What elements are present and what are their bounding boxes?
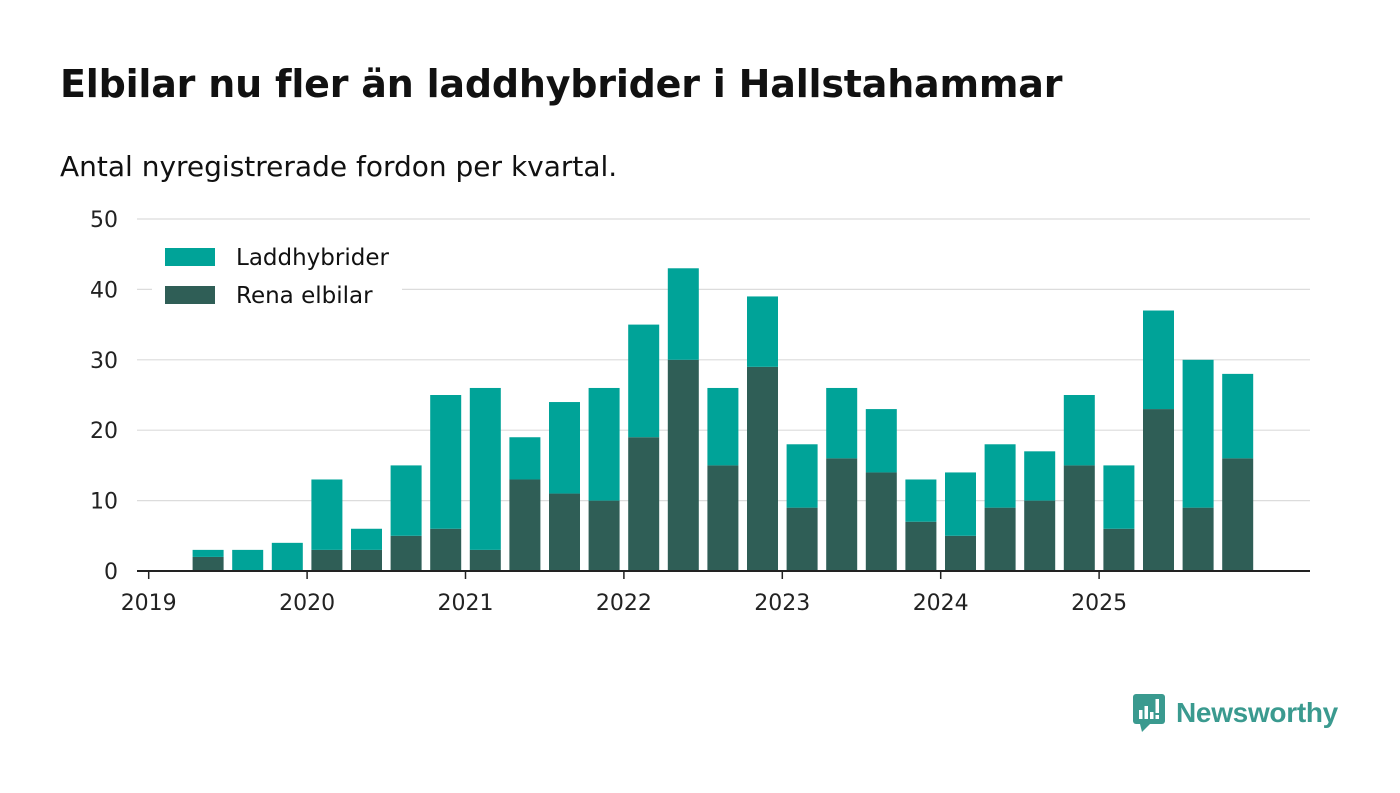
y-tick-label: 20	[90, 419, 118, 444]
bar-laddhybrider	[865, 409, 897, 473]
bar-rena-elbilar	[667, 359, 699, 571]
bar-laddhybrider	[192, 549, 224, 557]
y-tick-label: 30	[90, 349, 118, 374]
bar-rena-elbilar	[390, 535, 422, 571]
newsworthy-logo: Newsworthy	[1132, 690, 1338, 736]
bar-rena-elbilar	[945, 535, 976, 571]
bar-laddhybrider	[667, 268, 699, 360]
bar-laddhybrider	[1182, 359, 1214, 508]
bar-laddhybrider	[905, 479, 937, 522]
bar-rena-elbilar	[786, 507, 818, 571]
x-tick-label: 2021	[438, 591, 494, 616]
bar-rena-elbilar	[1024, 500, 1056, 571]
chart-title: Elbilar nu fler än laddhybrider i Hallst…	[60, 62, 1063, 106]
bar-laddhybrider	[1063, 395, 1095, 466]
bar-laddhybrider	[430, 395, 462, 529]
bar-rena-elbilar	[826, 458, 858, 571]
legend-label: Rena elbilar	[236, 283, 373, 309]
legend-label: Laddhybrider	[236, 245, 389, 271]
bar-laddhybrider	[707, 387, 739, 466]
y-tick-label: 10	[90, 490, 118, 515]
bar-rena-elbilar	[984, 507, 1016, 571]
bar-rena-elbilar	[1143, 409, 1174, 571]
bar-laddhybrider	[232, 549, 264, 571]
x-tick-label: 2025	[1071, 591, 1127, 616]
bar-laddhybrider	[945, 472, 976, 536]
bar-rena-elbilar	[351, 549, 382, 571]
bar-rena-elbilar	[549, 493, 580, 571]
bar-laddhybrider	[747, 296, 778, 367]
bar-rena-elbilar	[1182, 507, 1214, 571]
bar-laddhybrider	[826, 387, 858, 459]
bar-laddhybrider	[311, 479, 343, 550]
x-tick-label: 2024	[913, 591, 969, 616]
bar-rena-elbilar	[509, 479, 541, 571]
bar-laddhybrider	[390, 465, 422, 536]
bar-rena-elbilar	[311, 549, 343, 571]
bar-rena-elbilar	[430, 528, 462, 571]
bar-rena-elbilar	[707, 465, 739, 571]
bar-rena-elbilar	[469, 549, 501, 571]
bar-laddhybrider	[271, 542, 303, 571]
bar-laddhybrider	[1103, 465, 1135, 529]
bar-rena-elbilar	[1103, 528, 1135, 571]
bar-laddhybrider	[549, 402, 580, 494]
y-tick-label: 40	[90, 278, 118, 303]
x-tick-label: 2019	[121, 591, 177, 616]
bar-rena-elbilar	[905, 521, 937, 571]
bar-laddhybrider	[1222, 373, 1254, 459]
bar-laddhybrider	[509, 437, 541, 480]
bar-rena-elbilar	[865, 472, 897, 571]
bar-laddhybrider	[786, 444, 818, 508]
bar-laddhybrider	[1143, 310, 1174, 410]
chart-subtitle: Antal nyregistrerade fordon per kvartal.	[60, 150, 618, 183]
bar-rena-elbilar	[1222, 458, 1254, 571]
bar-laddhybrider	[628, 324, 660, 438]
x-tick-label: 2022	[596, 591, 652, 616]
newsworthy-logo-text: Newsworthy	[1176, 697, 1338, 728]
bar-rena-elbilar	[192, 556, 224, 571]
legend-swatch	[165, 286, 215, 304]
x-tick-label: 2020	[279, 591, 335, 616]
bar-rena-elbilar	[747, 366, 778, 571]
legend-swatch	[165, 248, 215, 266]
bar-laddhybrider	[588, 387, 620, 501]
bar-laddhybrider	[984, 444, 1016, 508]
bar-rena-elbilar	[1063, 465, 1095, 571]
bar-laddhybrider	[469, 387, 501, 550]
bar-rena-elbilar	[588, 500, 620, 571]
y-tick-label: 50	[90, 208, 118, 233]
newsworthy-logo-icon	[1133, 694, 1165, 732]
bar-laddhybrider	[1024, 451, 1056, 501]
bar-rena-elbilar	[628, 437, 660, 571]
x-tick-label: 2023	[754, 591, 810, 616]
y-tick-label: 0	[104, 560, 118, 585]
bar-laddhybrider	[351, 528, 382, 550]
